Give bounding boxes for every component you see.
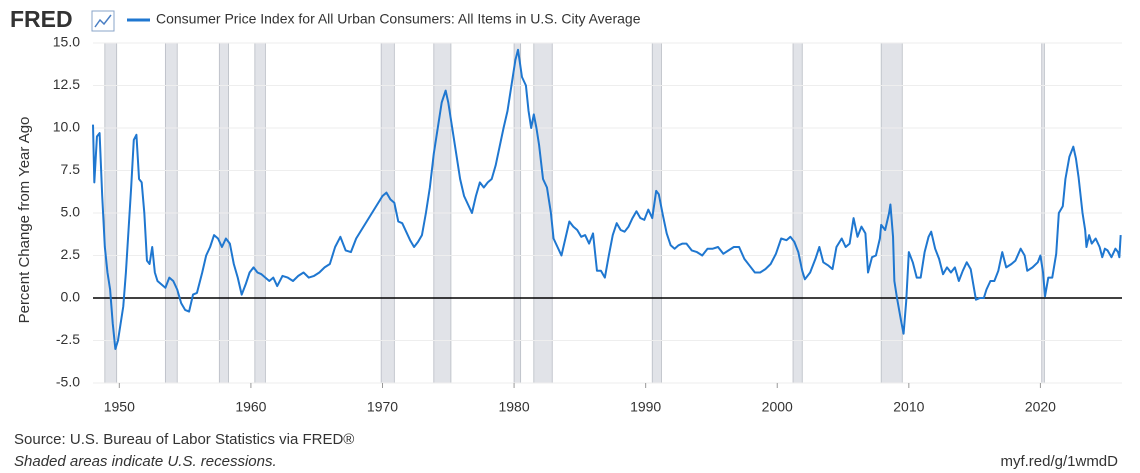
logo: FRED — [10, 6, 73, 32]
y-tick-label: 12.5 — [53, 76, 80, 92]
x-tick-label: 2020 — [1025, 399, 1056, 415]
y-tick-label: -2.5 — [56, 331, 80, 347]
x-tick-label: 1980 — [498, 399, 529, 415]
series-line — [92, 48, 1122, 350]
y-tick-label: 15.0 — [53, 34, 80, 50]
y-tick-label: 2.5 — [61, 246, 81, 262]
source: Source: U.S. Bureau of Labor Statistics … — [14, 431, 354, 448]
y-tick-label: -5.0 — [56, 374, 80, 390]
short-link[interactable]: myf.red/g/1wmdD — [1000, 453, 1118, 470]
x-tick-label: 1990 — [630, 399, 661, 415]
y-tick-label: 7.5 — [61, 161, 81, 177]
x-tick-label: 1970 — [367, 399, 398, 415]
x-tick-label: 2010 — [893, 399, 924, 415]
y-tick-label: 0.0 — [61, 289, 81, 305]
x-tick-label: 2000 — [762, 399, 793, 415]
y-axis-label: Percent Change from Year Ago — [16, 117, 33, 324]
logo-icon — [91, 10, 115, 32]
x-tick-label: 1960 — [235, 399, 266, 415]
y-tick-label: 5.0 — [61, 204, 81, 220]
note: Shaded areas indicate U.S. recessions. — [14, 453, 277, 470]
y-tick-label: 10.0 — [53, 119, 80, 135]
legend-label: Consumer Price Index for All Urban Consu… — [156, 11, 641, 27]
x-tick-label: 1950 — [104, 399, 135, 415]
